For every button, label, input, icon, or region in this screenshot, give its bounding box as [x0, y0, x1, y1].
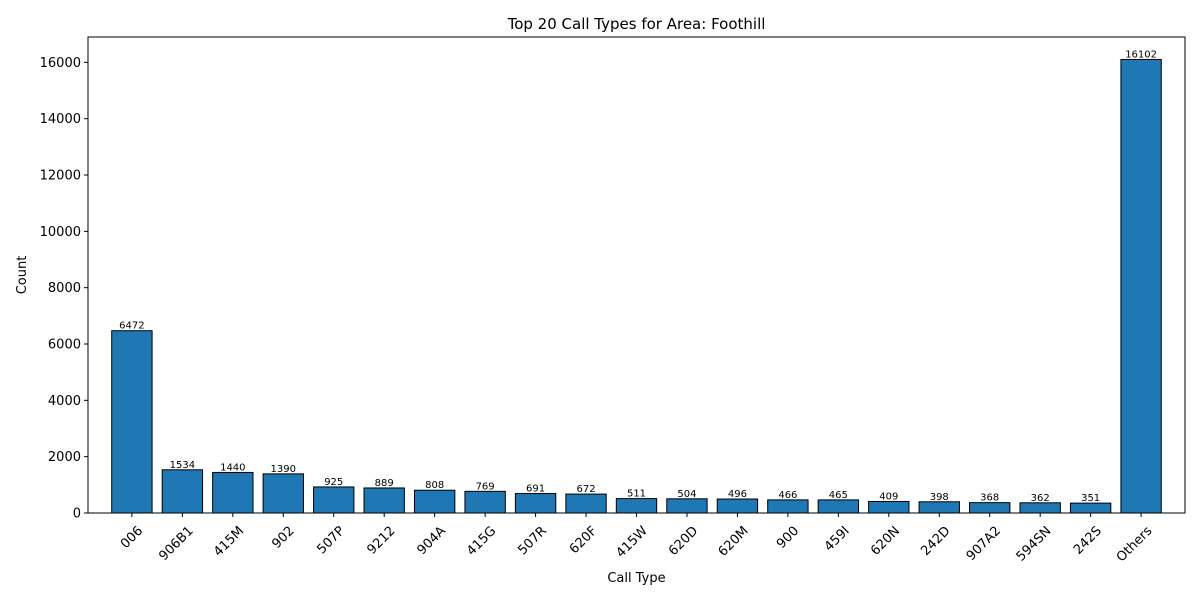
y-tick-label: 14000 — [40, 112, 81, 127]
bar-value-label: 672 — [576, 484, 595, 495]
bar-value-label: 409 — [879, 491, 898, 502]
bar-value-label: 691 — [526, 484, 545, 495]
bar-415g — [464, 490, 506, 514]
bar-value-label: 351 — [1081, 493, 1100, 504]
x-tick-label: Others — [1114, 523, 1156, 565]
x-tick-label: 415M — [211, 524, 247, 560]
y-tick-label: 10000 — [40, 225, 81, 240]
x-tick-label: 006 — [118, 524, 146, 552]
plot-frame — [87, 36, 1186, 514]
x-tick-label: 507P — [314, 524, 348, 558]
x-tick-label: 904A — [414, 524, 449, 559]
x-tick-label: 620D — [666, 524, 701, 559]
x-tick-label: 415G — [464, 524, 499, 559]
bar-labels-group: 6472 1534 1440 1390 925 889 808 769 691 672 511 504… — [119, 49, 1157, 504]
y-tick-label: 2000 — [48, 450, 81, 465]
x-tick-label: 902 — [269, 524, 297, 552]
bar-value-label: 769 — [476, 481, 495, 492]
bar-value-label: 1534 — [170, 460, 195, 471]
x-axis-label: Call Type — [607, 571, 665, 586]
y-tick-label: 12000 — [40, 169, 81, 184]
x-tick-label: 906B1 — [156, 524, 196, 564]
bar-value-label: 808 — [425, 480, 444, 491]
x-tick-label: 507R — [515, 524, 550, 559]
x-tick-label: 9212 — [364, 524, 398, 558]
bar-902 — [262, 473, 304, 514]
bar-620n — [868, 500, 910, 514]
bar-242s — [1069, 502, 1112, 514]
bar-value-label: 504 — [677, 489, 696, 500]
y-tick-label: 6000 — [48, 338, 81, 353]
bar-others — [1120, 58, 1162, 514]
bar-value-label: 465 — [829, 490, 848, 501]
x-tick-label: 900 — [774, 524, 802, 552]
chart-title: Top 20 Call Types for Area: Foothill — [507, 15, 766, 33]
x-tick-label: 415W — [614, 524, 651, 561]
bar-value-label: 362 — [1031, 493, 1050, 504]
bar-459i — [817, 499, 860, 514]
bar-value-label: 1390 — [271, 464, 296, 475]
bar-value-label: 16102 — [1125, 49, 1157, 60]
bar-620m — [716, 498, 759, 514]
bar-006 — [111, 330, 153, 514]
bar-value-label: 466 — [778, 490, 797, 501]
bar-904a — [413, 489, 456, 514]
y-tick-label: 16000 — [40, 56, 81, 71]
bar-900 — [767, 499, 809, 514]
y-tick-label: 8000 — [48, 281, 81, 296]
bar-594sn — [1019, 502, 1061, 514]
bar-906b1 — [161, 469, 204, 514]
bar-value-label: 398 — [930, 492, 949, 503]
y-tick-label: 4000 — [48, 394, 81, 409]
bar-value-label: 511 — [627, 489, 646, 500]
bar-value-label: 368 — [980, 493, 999, 504]
bar-415w — [615, 498, 658, 514]
bar-242d — [918, 501, 960, 514]
x-tick-label: 459I — [822, 524, 853, 555]
bar-507p — [313, 486, 355, 514]
x-tick-label: 907A2 — [964, 524, 1004, 564]
bar-value-label: 6472 — [119, 321, 144, 332]
x-tick-label: 242D — [918, 524, 953, 559]
y-tick-label: 0 — [73, 507, 81, 522]
bar-620d — [666, 498, 708, 514]
x-tick-label: 620M — [716, 524, 752, 560]
y-axis-label: Count — [15, 256, 30, 295]
bar-value-label: 925 — [324, 477, 343, 488]
bar-9212 — [363, 487, 405, 514]
bar-907a2 — [969, 502, 1011, 514]
bar-value-label: 889 — [375, 478, 394, 489]
bars-group — [111, 58, 1162, 514]
y-axis-ticks: 0 2000 4000 6000 8000 10000 12000 14000 16000 — [40, 56, 88, 522]
x-tick-label: 594SN — [1014, 524, 1055, 565]
bar-507r — [514, 493, 557, 514]
bar-620f — [565, 493, 607, 514]
x-tick-label: 242S — [1071, 524, 1105, 558]
bar-415m — [212, 471, 254, 514]
bar-value-label: 496 — [728, 489, 747, 500]
x-tick-label: 620N — [868, 524, 903, 559]
x-tick-label: 620F — [567, 524, 600, 557]
bar-value-label: 1440 — [220, 462, 245, 473]
x-axis-ticks: 006 906B1 415M 902 507P 9212 904A 415G 507R 620F 4… — [118, 513, 1156, 565]
